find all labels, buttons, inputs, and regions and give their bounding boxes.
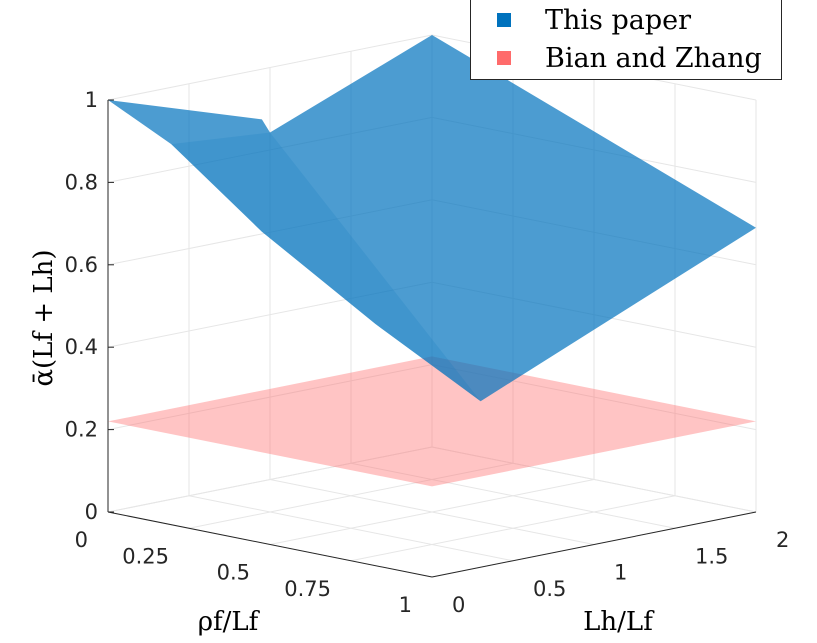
- legend-item-bian-zhang: Bian and Zhang: [471, 39, 762, 77]
- legend-item-this-paper: This paper: [471, 1, 691, 39]
- surface-layer: [108, 35, 756, 487]
- grid-line: [188, 495, 514, 562]
- axis-layer: [107, 100, 757, 578]
- legend-label-bian-zhang: Bian and Zhang: [545, 42, 762, 74]
- surface-this-paper: [108, 35, 756, 402]
- legend: This paper Bian and Zhang: [470, 0, 782, 80]
- x-tick-label: 0.5: [217, 561, 250, 585]
- y-tick-label: 0.5: [533, 577, 566, 601]
- y-tick-label: 0: [452, 593, 465, 617]
- legend-label-this-paper: This paper: [545, 4, 692, 36]
- y-tick-label: 2: [776, 528, 789, 552]
- y-tick-label: 1.5: [695, 544, 728, 568]
- x-axis-label: ρf/Lf: [198, 607, 261, 637]
- z-tick-label: 0.8: [65, 170, 98, 194]
- y-tick-label: 1: [614, 561, 627, 585]
- z-tick-label: 0.4: [65, 335, 98, 359]
- y-axis-line: [431, 511, 757, 578]
- grid-line: [350, 462, 676, 529]
- grid-line: [269, 479, 595, 545]
- z-tick-label: 0.2: [65, 418, 98, 442]
- x-tick-label: 0.75: [284, 577, 331, 601]
- x-tick-label: 0: [75, 528, 88, 552]
- z-tick-label: 0.6: [65, 253, 98, 277]
- legend-swatch-bian-zhang: [497, 51, 511, 65]
- x-axis-line: [107, 511, 433, 578]
- surface-bian-zhang: [108, 356, 756, 487]
- z-axis-label: ᾱ(Lf + Lh): [29, 249, 59, 386]
- x-tick-label: 1: [399, 593, 412, 617]
- z-tick-label: 1: [85, 88, 98, 112]
- y-axis-label: Lh/Lf: [583, 607, 655, 637]
- legend-swatch-this-paper: [497, 13, 511, 27]
- z-tick-label: 0: [85, 500, 98, 524]
- surface-this-paper-fold: [171, 132, 481, 402]
- x-tick-label: 0.25: [122, 544, 169, 568]
- grid-line: [107, 446, 757, 513]
- tick-layer: 0 0.2 0.4 0.6 0.8 1 0 0.25 0.5 0.75 1 0 0.5 1 1.5 2: [65, 88, 790, 617]
